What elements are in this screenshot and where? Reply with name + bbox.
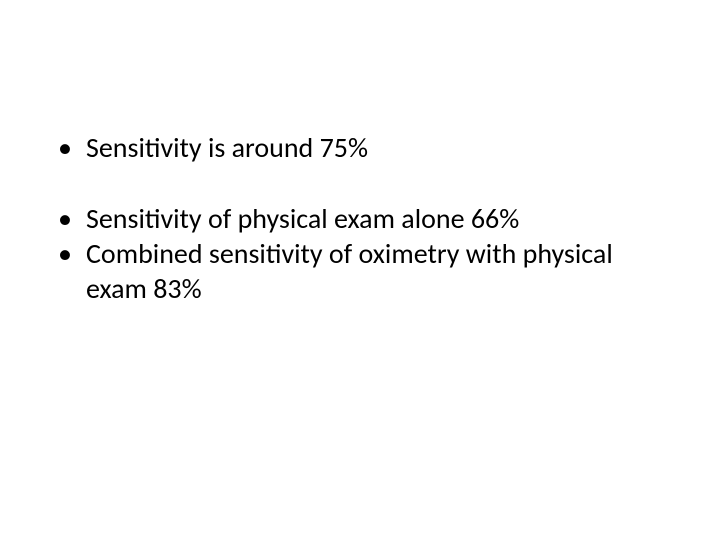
group-gap (50, 165, 670, 201)
bullet-text: Sensitivity is around 75% (86, 130, 368, 165)
list-item: Sensitivity is around 75% (50, 130, 670, 165)
list-item: Sensitivity of physical exam alone 66% (50, 201, 670, 236)
slide: Sensitivity is around 75% Sensitivity of… (0, 0, 720, 540)
list-item: Combined sensitivity of oximetry with ph… (50, 236, 670, 306)
bullet-text: Combined sensitivity of oximetry with ph… (86, 236, 613, 306)
slide-content: Sensitivity is around 75% Sensitivity of… (50, 130, 670, 306)
bullet-text: Sensitivity of physical exam alone 66% (86, 201, 519, 236)
bullet-group-2: Sensitivity of physical exam alone 66% C… (50, 201, 670, 306)
bullet-group-1: Sensitivity is around 75% (50, 130, 670, 165)
